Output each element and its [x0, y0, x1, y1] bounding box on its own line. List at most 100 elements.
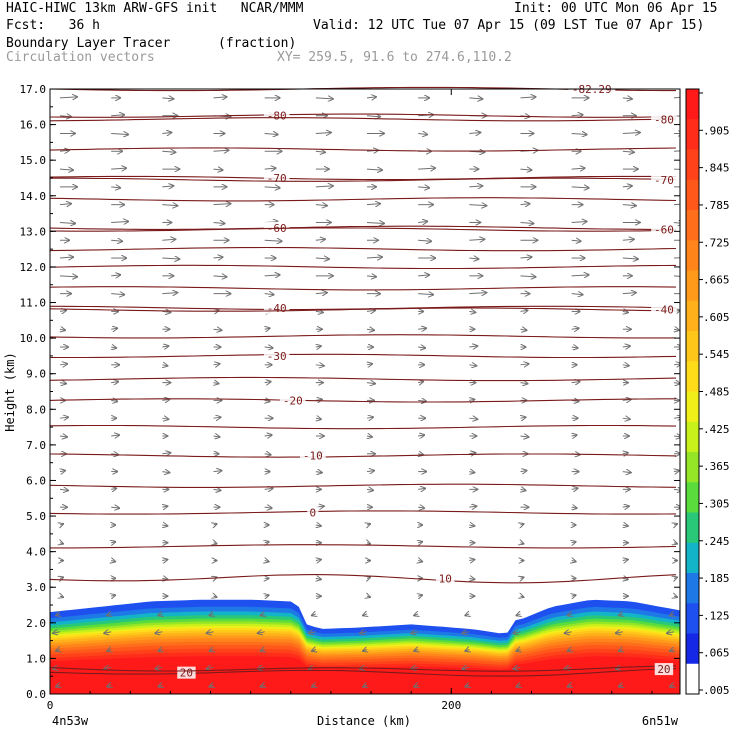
wind-vector [465, 685, 469, 687]
wind-vector [469, 578, 474, 579]
wind-vector [315, 293, 327, 294]
wind-vector [623, 525, 628, 526]
wind-vector [623, 453, 628, 454]
wind-vector [367, 596, 370, 597]
wind-vector [572, 542, 576, 543]
colorbar-label: .245 [703, 535, 730, 548]
wind-vector [516, 614, 520, 616]
wind-vector [418, 542, 422, 543]
wind-vector [162, 205, 177, 206]
y-tick-label: 11.0 [20, 297, 47, 310]
wind-vector [213, 204, 231, 205]
wind-vector [513, 632, 521, 634]
wind-vector [418, 240, 431, 241]
wind-vector [622, 186, 632, 187]
x-axis: 0 200 [47, 89, 653, 712]
wind-vector [469, 293, 486, 294]
wind-vector [213, 329, 222, 330]
wind-vector [418, 347, 425, 348]
wind-vector [207, 667, 214, 669]
wind-vector [264, 187, 280, 188]
wind-vector [213, 150, 229, 151]
isotherm-label-bg [307, 506, 319, 519]
wind-vector [520, 169, 531, 170]
y-tick-label: 2.0 [26, 617, 46, 630]
wind-vector [513, 667, 521, 669]
colorbar-swatch [686, 663, 699, 695]
wind-vector [674, 329, 679, 330]
isotherm-label-bg [263, 109, 290, 122]
wind-vector [516, 650, 520, 652]
colorbar-label: .725 [703, 236, 730, 249]
y-tick-label: 13.0 [20, 225, 47, 238]
wind-vector [469, 525, 474, 526]
wind-vector [414, 685, 418, 687]
colorbar-label: .305 [703, 497, 730, 510]
y-tick-label: 15.0 [20, 154, 47, 167]
wind-vector [469, 453, 475, 454]
wind-vector [520, 310, 527, 311]
wind-vector [571, 168, 585, 169]
wind-vector [619, 650, 623, 652]
wind-vector [213, 169, 223, 170]
wind-vector [214, 543, 217, 544]
wind-vector [264, 240, 282, 241]
wind-vector [162, 186, 173, 187]
wind-vector [59, 417, 68, 418]
wind-vector [520, 596, 523, 597]
wind-vector [261, 650, 265, 652]
tracer-field [50, 599, 680, 694]
wind-vector [469, 98, 482, 99]
y-tick-label: 17.0 [20, 83, 47, 96]
wind-vector [674, 543, 677, 544]
colorbar-label: .785 [703, 199, 730, 212]
wind-vector [214, 383, 219, 384]
colorbar-swatch [686, 119, 699, 150]
wind-vector [261, 685, 265, 687]
wind-vector [111, 435, 119, 436]
wind-vector [670, 650, 674, 652]
wind-vector [316, 578, 321, 579]
wind-vector [414, 650, 418, 652]
wind-vector [568, 614, 572, 616]
wind-vector [568, 650, 572, 652]
wind-vector [214, 596, 217, 597]
wind-vector [673, 489, 680, 490]
wind-vector [111, 168, 126, 169]
isotherm-line [49, 246, 677, 252]
x-end-label-right: 6n51w [642, 714, 679, 728]
isotherm-label-bg [279, 394, 306, 407]
wind-vector [264, 168, 276, 169]
wind-vector [213, 364, 220, 365]
isotherm-line [49, 334, 676, 339]
wind-vector [520, 577, 523, 578]
wind-vector [418, 294, 433, 295]
isotherm-line [49, 286, 677, 291]
wind-vector [258, 632, 265, 634]
wind-vector [315, 311, 323, 312]
colorbar-label: .005 [703, 684, 730, 697]
wind-vector [261, 614, 265, 616]
wind-vector [571, 488, 578, 489]
wind-vector [210, 614, 214, 616]
circulation-vectors [53, 97, 680, 687]
wind-vector [673, 417, 680, 418]
wind-vector [264, 507, 272, 508]
colorbar-label: .605 [703, 311, 730, 324]
wind-vector [59, 436, 67, 437]
wind-vector [111, 294, 124, 295]
wind-vector [60, 97, 77, 98]
wind-vector [111, 400, 117, 401]
wind-vector [111, 561, 115, 562]
wind-vector [111, 187, 120, 188]
wind-vector [623, 560, 628, 561]
y-tick-label: 6.0 [26, 474, 46, 487]
colorbar-swatch [686, 542, 699, 574]
wind-vector [469, 132, 480, 133]
overlay-name: Circulation vectors [6, 50, 155, 65]
wind-vector [674, 524, 677, 525]
y-tick-label: 16.0 [20, 119, 47, 132]
colorbar-label: .545 [703, 348, 730, 361]
wind-vector [210, 685, 214, 687]
isotherm-label-bg [177, 666, 196, 679]
